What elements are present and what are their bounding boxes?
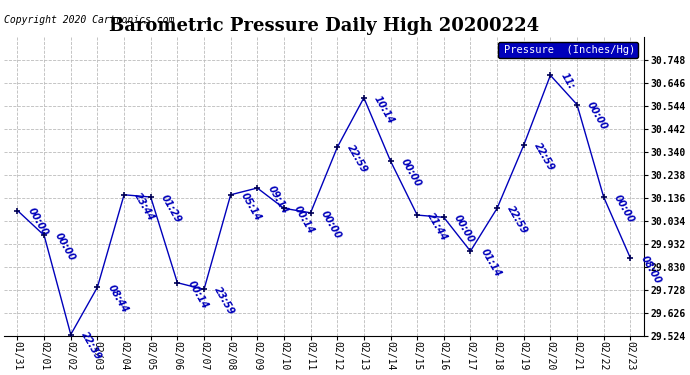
Text: 01:29: 01:29 <box>159 193 183 225</box>
Text: 00:00: 00:00 <box>585 100 609 132</box>
Text: 00:00: 00:00 <box>452 213 476 245</box>
Text: 00:00: 00:00 <box>26 206 50 238</box>
Text: 22:59: 22:59 <box>506 204 529 236</box>
Text: 22:59: 22:59 <box>532 141 556 173</box>
Text: 23:44: 23:44 <box>132 190 157 222</box>
Title: Barometric Pressure Daily High 20200224: Barometric Pressure Daily High 20200224 <box>109 17 539 35</box>
Text: 11:: 11: <box>559 71 576 91</box>
Legend: Pressure  (Inches/Hg): Pressure (Inches/Hg) <box>497 42 638 58</box>
Text: 05:14: 05:14 <box>239 190 263 222</box>
Text: 08:00: 08:00 <box>639 254 663 285</box>
Text: 00:00: 00:00 <box>319 209 343 240</box>
Text: 08:44: 08:44 <box>106 283 130 315</box>
Text: Copyright 2020 Cartronics.com: Copyright 2020 Cartronics.com <box>4 15 175 25</box>
Text: 01:14: 01:14 <box>479 247 503 279</box>
Text: 22:39: 22:39 <box>79 330 104 362</box>
Text: 22:59: 22:59 <box>346 143 370 175</box>
Text: 00:00: 00:00 <box>399 157 423 189</box>
Text: 23:59: 23:59 <box>213 285 237 317</box>
Text: 00:00: 00:00 <box>612 193 636 225</box>
Text: 21:44: 21:44 <box>426 211 450 243</box>
Text: 10:14: 10:14 <box>372 94 396 125</box>
Text: 00:00: 00:00 <box>52 231 77 263</box>
Text: 00:14: 00:14 <box>186 279 210 310</box>
Text: 00:14: 00:14 <box>293 204 317 236</box>
Text: 09:14: 09:14 <box>266 184 290 216</box>
